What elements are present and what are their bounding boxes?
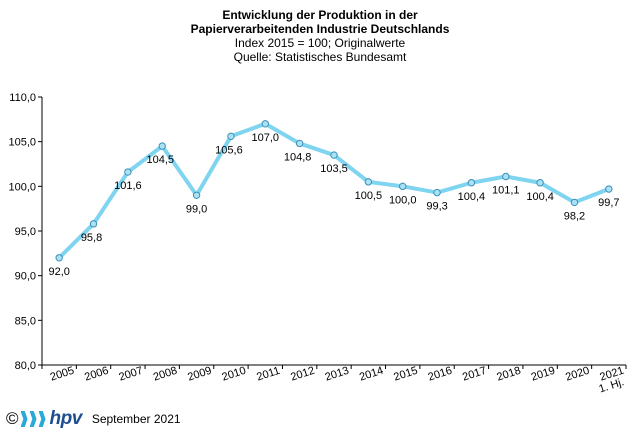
data-label: 104,8 [284, 151, 312, 163]
data-point [192, 191, 201, 199]
data-label: 103,5 [320, 163, 348, 175]
hpv-logo-icon [20, 411, 46, 427]
x-tick-label: 2015 [392, 365, 419, 384]
data-label: 99,0 [186, 203, 207, 215]
hpv-brand-text: hpv [49, 408, 83, 429]
data-label: 100,5 [355, 190, 383, 202]
y-tick-label: 90,0 [15, 271, 36, 283]
y-tick-label: 100,0 [8, 181, 36, 193]
data-label: 107,0 [252, 132, 280, 144]
data-point [124, 168, 132, 176]
y-tick-label: 85,0 [15, 315, 36, 327]
x-tick-label: 2019 [530, 365, 557, 384]
footer: © hpv September 2021 [6, 408, 181, 430]
data-label: 100,0 [389, 194, 417, 206]
data-label: 98,2 [564, 210, 585, 222]
data-point [227, 132, 235, 141]
data-point [570, 198, 579, 207]
chart-subtitle-line1: Index 2015 = 100; Originalwerte [234, 36, 406, 50]
chart-title-line2: Papierverarbeitenden Industrie Deutschla… [190, 22, 450, 36]
data-label: 100,4 [458, 191, 486, 203]
data-label: 101,1 [492, 185, 520, 197]
data-point [364, 178, 373, 186]
data-point [502, 172, 510, 181]
y-tick-label: 110,0 [9, 92, 36, 104]
x-tick-label: 2020 [564, 365, 591, 384]
x-tick-label: 2009 [186, 365, 213, 384]
x-tick-label: 20211. Hj. [594, 365, 629, 396]
x-tick-label: 2012 [289, 365, 316, 384]
data-label: 92,0 [48, 266, 69, 278]
x-tick-label: 2016 [427, 365, 454, 384]
data-point [605, 185, 613, 193]
data-point [399, 182, 407, 191]
data-point [330, 151, 338, 159]
x-tick-label: 2013 [324, 365, 351, 384]
y-tick-label: 80,0 [15, 360, 36, 372]
data-label: 95,8 [81, 232, 102, 244]
x-tick-label: 2014 [358, 365, 385, 384]
chart-subtitle-line2: Quelle: Statistisches Bundesamt [233, 50, 407, 64]
data-label: 99,3 [426, 201, 447, 213]
data-point [158, 142, 166, 150]
data-label: 99,7 [598, 197, 619, 209]
data-point [261, 120, 269, 128]
footer-date: September 2021 [91, 412, 181, 426]
x-tick-label: 2011 [255, 365, 281, 384]
data-label: 105,6 [215, 144, 243, 156]
data-label: 100,4 [526, 191, 554, 203]
x-tick-label: 2005 [49, 365, 76, 384]
chart-title-line1: Entwicklung der Produktion in der [222, 8, 418, 22]
data-label: 101,6 [114, 180, 142, 192]
data-point [89, 220, 98, 228]
data-label: 104,5 [146, 154, 174, 166]
data-point [536, 179, 544, 187]
data-point [295, 139, 304, 148]
data-point [433, 188, 441, 197]
x-tick-label: 2010 [221, 365, 248, 384]
y-tick-label: 105,0 [8, 137, 36, 149]
x-tick-label: 2017 [461, 365, 488, 384]
copyright-symbol: © [6, 409, 19, 428]
x-tick-label: 2018 [495, 365, 522, 384]
x-tick-label: 2007 [117, 365, 144, 384]
y-tick-label: 95,0 [15, 226, 36, 238]
x-tick-label: 2006 [83, 365, 110, 384]
x-tick-label: 2008 [152, 365, 179, 384]
chart-titles: Entwicklung der Produktion in der Papier… [0, 8, 640, 64]
data-point [467, 179, 476, 187]
data-point [55, 254, 63, 262]
